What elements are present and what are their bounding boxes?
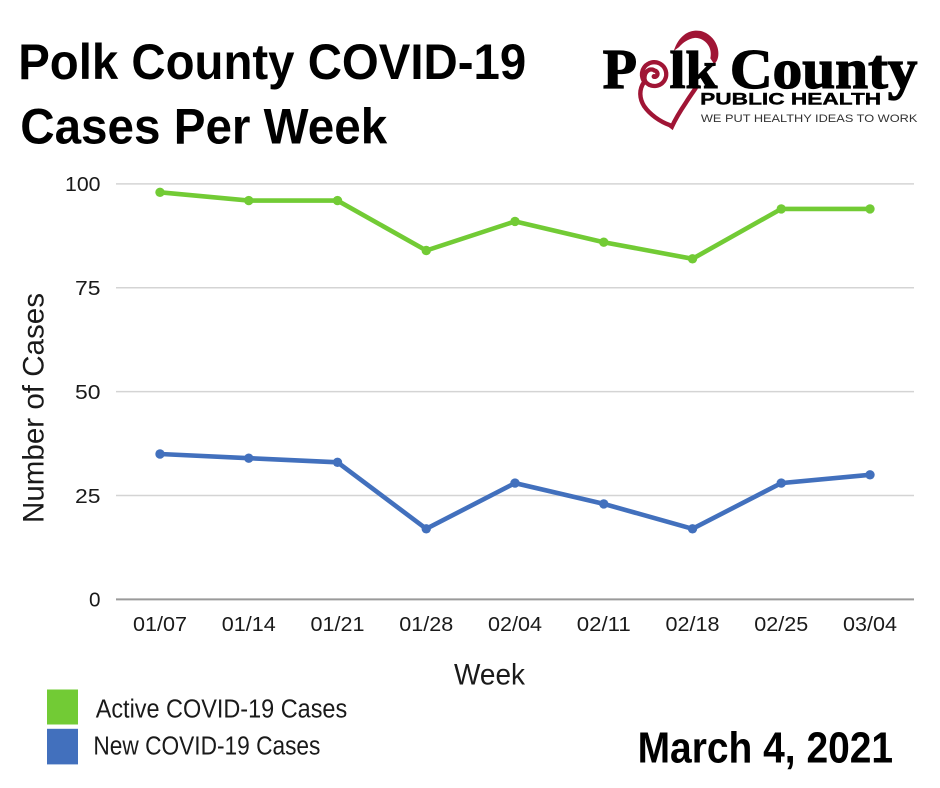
svg-text:March 4, 2021: March 4, 2021 — [638, 724, 894, 773]
svg-text:Number of Cases: Number of Cases — [17, 293, 50, 523]
svg-text:01/21: 01/21 — [311, 614, 365, 636]
svg-text:01/28: 01/28 — [399, 614, 453, 636]
svg-text:02/11: 02/11 — [577, 614, 631, 636]
svg-text:Polk County COVID-19: Polk County COVID-19 — [18, 34, 526, 90]
svg-text:01/07: 01/07 — [133, 614, 187, 636]
svg-text:02/04: 02/04 — [488, 614, 542, 636]
svg-text:P: P — [603, 39, 637, 101]
svg-text:75: 75 — [75, 278, 101, 300]
svg-text:01/14: 01/14 — [222, 614, 276, 636]
svg-text:25: 25 — [75, 486, 101, 508]
svg-text:New COVID-19 Cases: New COVID-19 Cases — [93, 733, 320, 761]
svg-text:100: 100 — [65, 174, 101, 196]
svg-text:03/04: 03/04 — [843, 614, 897, 636]
svg-text:WE PUT HEALTHY IDEAS TO WORK: WE PUT HEALTHY IDEAS TO WORK — [701, 113, 918, 125]
svg-text:0: 0 — [89, 590, 101, 612]
svg-text:02/25: 02/25 — [754, 614, 808, 636]
svg-text:Cases Per Week: Cases Per Week — [20, 98, 387, 154]
svg-text:County: County — [730, 39, 918, 101]
svg-text:lk: lk — [670, 42, 718, 100]
svg-text:Active COVID-19 Cases: Active COVID-19 Cases — [96, 695, 348, 723]
svg-text:PUBLIC HEALTH: PUBLIC HEALTH — [700, 91, 881, 109]
svg-text:Week: Week — [454, 659, 526, 692]
svg-text:02/18: 02/18 — [666, 614, 720, 636]
svg-text:50: 50 — [75, 382, 101, 404]
